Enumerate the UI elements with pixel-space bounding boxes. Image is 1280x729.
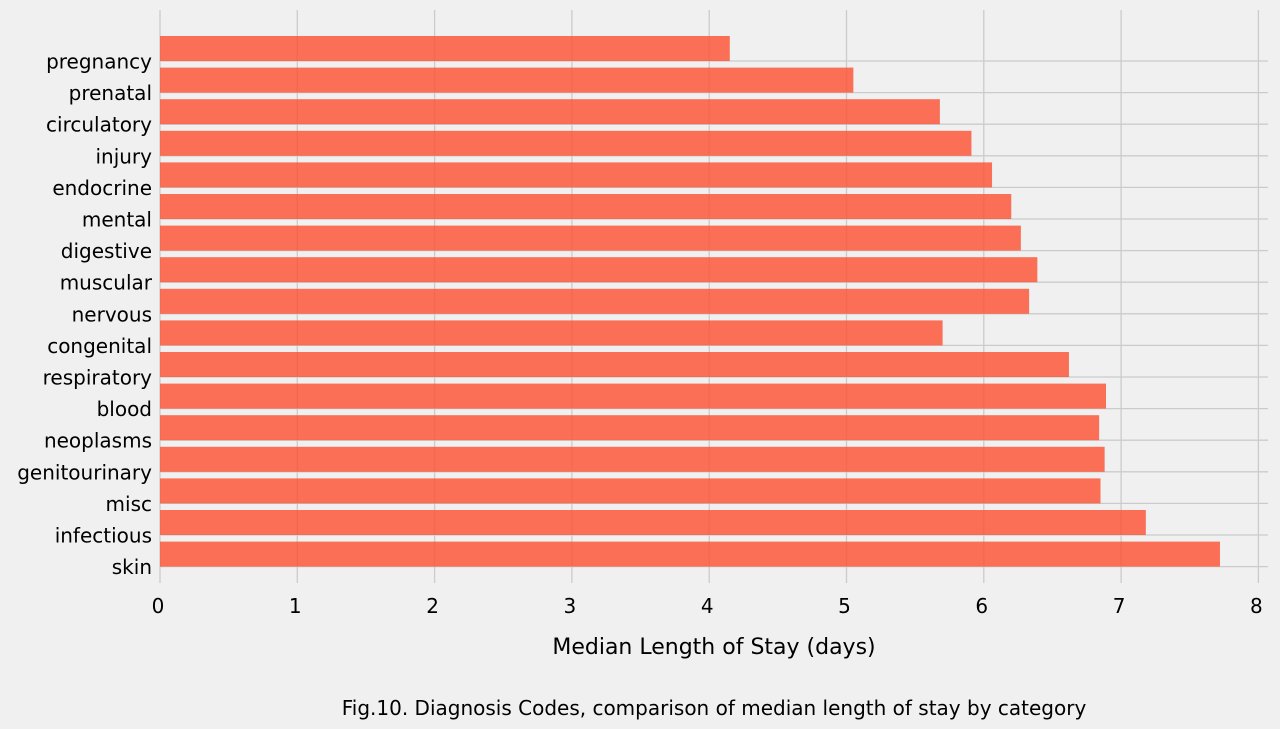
x-tick-label: 1	[289, 594, 302, 618]
y-tick-label-congenital: congenital	[47, 334, 152, 358]
x-tick-label: 4	[701, 594, 714, 618]
bar-endocrine	[160, 162, 993, 188]
y-tick-label-infectious: infectious	[55, 524, 152, 548]
bar-digestive	[160, 225, 1021, 251]
bar-prenatal	[160, 67, 854, 93]
y-tick-label-injury: injury	[95, 144, 152, 168]
y-tick-label-neoplasms: neoplasms	[44, 429, 152, 453]
x-tick-label: 2	[426, 594, 439, 618]
y-tick-label-endocrine: endocrine	[52, 176, 152, 200]
bar-mental	[160, 194, 1012, 219]
bars	[160, 36, 1220, 567]
x-axis-tick-labels: 0 1 2 3 4 5 6 7 8	[152, 594, 1263, 618]
x-tick-label: 3	[564, 594, 577, 618]
x-tick-label: 0	[152, 594, 165, 618]
x-tick-label: 5	[838, 594, 851, 618]
bar-misc	[160, 478, 1101, 504]
y-tick-label-genitourinary: genitourinary	[17, 460, 152, 484]
bar-respiratory	[160, 352, 1069, 377]
y-tick-label-skin: skin	[112, 555, 152, 579]
bar-nervous	[160, 288, 1030, 314]
bar-infectious	[160, 510, 1146, 535]
y-tick-label-misc: misc	[106, 492, 152, 516]
x-tick-label: 6	[975, 594, 988, 618]
y-tick-label-prenatal: prenatal	[69, 81, 152, 105]
y-tick-label-mental: mental	[82, 208, 152, 232]
x-axis-title: Median Length of Stay (days)	[552, 635, 875, 660]
figure-caption: Fig.10. Diagnosis Codes, comparison of m…	[342, 696, 1087, 720]
bar-pregnancy	[160, 36, 730, 61]
y-tick-label-muscular: muscular	[60, 271, 153, 295]
bar-genitourinary	[160, 446, 1105, 472]
x-tick-label: 8	[1250, 594, 1263, 618]
bar-skin	[160, 541, 1220, 567]
x-tick-label: 7	[1113, 594, 1126, 618]
bar-neoplasms	[160, 415, 1100, 441]
y-tick-label-circulatory: circulatory	[46, 113, 152, 137]
y-tick-label-pregnancy: pregnancy	[46, 50, 152, 74]
y-axis-tick-labels: pregnancy prenatal circulatory injury endocr…	[17, 50, 153, 580]
y-tick-label-respiratory: respiratory	[43, 366, 153, 390]
bar-muscular	[160, 257, 1038, 283]
bar-blood	[160, 383, 1106, 409]
bar-congenital	[160, 320, 943, 346]
bar-circulatory	[160, 99, 940, 125]
y-tick-label-nervous: nervous	[72, 302, 152, 326]
bar-injury	[160, 130, 972, 156]
y-tick-label-blood: blood	[97, 397, 152, 421]
y-tick-label-digestive: digestive	[61, 239, 152, 263]
